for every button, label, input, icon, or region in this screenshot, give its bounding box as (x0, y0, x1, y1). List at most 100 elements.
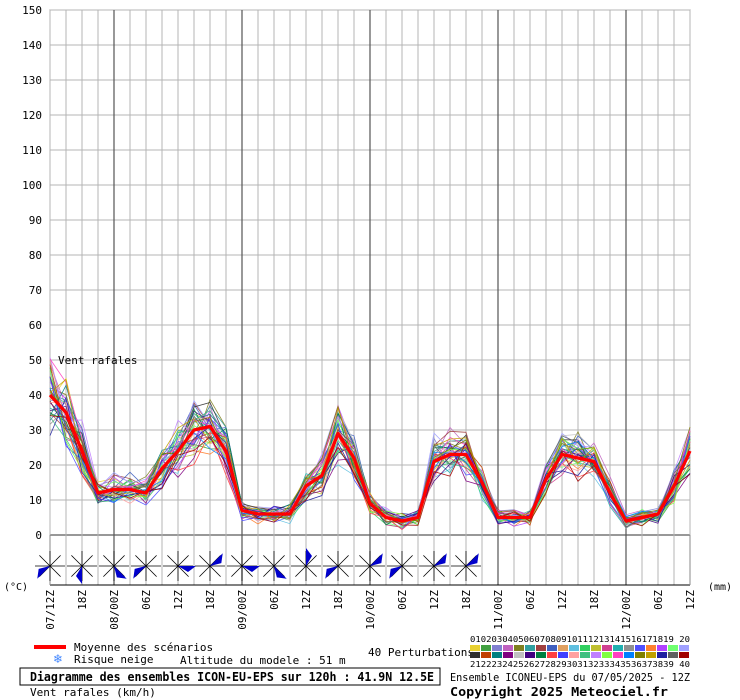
y-tick-label: 20 (29, 459, 42, 472)
member-swatch (679, 645, 689, 651)
member-swatch (525, 652, 535, 658)
member-swatch (569, 645, 579, 651)
x-tick-label: 06Z (140, 590, 153, 610)
wind-direction-arrow (178, 566, 196, 572)
member-swatch (536, 652, 546, 658)
y-tick-label: 110 (22, 144, 42, 157)
footer-variable: Vent rafales (km/h) (30, 686, 156, 699)
members-row2: 21222324252627282930313233343536373839 4… (470, 660, 690, 669)
y-tick-label: 60 (29, 319, 42, 332)
right-unit-label: (mm) (708, 582, 732, 593)
perturbations-label: 40 Perturbations (368, 646, 474, 659)
wind-direction-arrow (466, 553, 479, 566)
member-swatch (580, 652, 590, 658)
y-tick-label: 40 (29, 389, 42, 402)
snow-icon: ❄ (53, 652, 63, 666)
x-axis-tick-labels: 07/12Z 18Z 08/00Z 06Z 12Z 18Z 09/00Z 06Z 12Z 18Z 1… (44, 590, 697, 630)
ensemble-member-line (49, 384, 691, 526)
wind-direction-arrow (76, 566, 82, 584)
wind-rose-icon (323, 551, 353, 581)
wind-rose-icon (195, 551, 225, 581)
x-tick-label: 18Z (204, 590, 217, 610)
x-tick-label: 12Z (172, 590, 185, 610)
x-tick-label: 06Z (524, 590, 537, 610)
member-swatch (657, 652, 667, 658)
wind-direction-arrow (210, 553, 223, 566)
wind-rose-icon (35, 551, 65, 581)
wind-rose-icon (419, 551, 449, 581)
chart-grid (49, 9, 691, 586)
member-swatch (591, 645, 601, 651)
wind-direction-arrow (370, 553, 383, 566)
left-unit-label: (°C) (4, 582, 28, 593)
y-tick-label: 90 (29, 214, 42, 227)
mean-series (48, 393, 692, 523)
footer-title-box (19, 667, 441, 686)
x-tick-label: 12Z (684, 590, 697, 610)
member-swatch (624, 645, 634, 651)
wind-direction-arrow (306, 548, 312, 566)
member-swatch (481, 645, 491, 651)
member-swatch (580, 645, 590, 651)
member-swatch (514, 652, 524, 658)
y-tick-label: 80 (29, 249, 42, 262)
wind-rose-icon (355, 551, 385, 581)
x-tick-label: 12Z (556, 590, 569, 610)
x-tick-label: 11/00Z (492, 590, 505, 630)
member-swatch (525, 645, 535, 651)
wind-rose-icon (131, 551, 161, 581)
member-swatch (668, 652, 678, 658)
members-row1: 01020304050607080910111213141516171819 2… (470, 635, 690, 644)
x-tick-label: 06Z (652, 590, 665, 610)
x-tick-label: 07/12Z (44, 590, 57, 630)
y-tick-label: 50 (29, 354, 42, 367)
x-tick-label: 12Z (428, 590, 441, 610)
member-swatch (569, 652, 579, 658)
wind-direction-arrow (114, 566, 127, 579)
chart-annotation: Vent rafales (58, 354, 137, 367)
member-swatch (503, 652, 513, 658)
member-swatch (613, 645, 623, 651)
ensemble-member-line (49, 415, 691, 527)
footer-run: Ensemble ICONEU-EPS du 07/05/2025 - 12Z (450, 671, 690, 684)
mean-legend-label: Moyenne des scénarios (74, 641, 213, 654)
x-tick-label: 06Z (396, 590, 409, 610)
member-swatches (470, 645, 689, 658)
member-swatch (492, 652, 502, 658)
wind-rose-icon (259, 551, 289, 581)
wind-rose-icon (67, 551, 97, 584)
footer-copyright: Copyright 2025 Meteociel.fr (450, 685, 668, 699)
y-tick-label: 100 (22, 179, 42, 192)
y-tick-label: 140 (22, 39, 42, 52)
member-swatch (470, 645, 480, 651)
member-swatch (679, 652, 689, 658)
member-swatch (646, 645, 656, 651)
member-swatch (547, 652, 557, 658)
x-tick-label: 08/00Z (108, 590, 121, 630)
y-tick-label: 30 (29, 424, 42, 437)
mean-line (48, 393, 692, 523)
member-swatch (536, 645, 546, 651)
altitude-label: Altitude du modele : 51 m (180, 654, 346, 667)
x-tick-label: 18Z (460, 590, 473, 610)
member-swatch (481, 652, 491, 658)
x-tick-label: 12/00Z (620, 590, 633, 630)
x-tick-label: 06Z (268, 590, 281, 610)
wind-direction-arrow (37, 566, 50, 579)
footer-title: Diagramme des ensembles ICON-EU-EPS sur … (30, 670, 434, 684)
x-tick-label: 10/00Z (364, 590, 377, 630)
wind-direction-arrow (133, 566, 146, 579)
member-swatch (558, 652, 568, 658)
y-tick-label: 70 (29, 284, 42, 297)
member-swatch (668, 645, 678, 651)
y-tick-label: 10 (29, 494, 42, 507)
member-swatch (503, 645, 513, 651)
wind-rose-icon (451, 551, 481, 581)
wind-rose-icon (163, 551, 196, 581)
wind-direction-arrow (242, 566, 260, 572)
x-tick-label: 12Z (300, 590, 313, 610)
wind-rose-icon (99, 551, 129, 581)
y-tick-label: 150 (22, 4, 42, 17)
